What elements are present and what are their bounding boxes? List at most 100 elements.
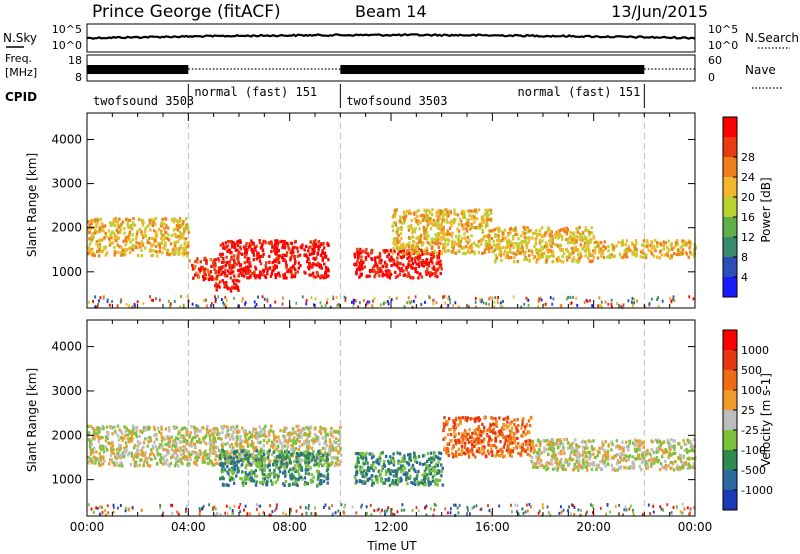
panel-velocity-cell [251, 462, 255, 466]
panel-power-cell [212, 264, 216, 268]
panel-power-cell [315, 244, 318, 248]
panel-power-cell [590, 231, 593, 235]
panel-power-cell [221, 260, 224, 264]
panel-power-cell [407, 245, 411, 249]
panel-power-noise [457, 305, 460, 309]
panel-power-cell [274, 251, 277, 255]
panel-power-cell [670, 256, 673, 260]
panel-velocity-cell [319, 451, 323, 455]
panel-velocity-cell [218, 431, 221, 436]
panel-power-cell [525, 236, 528, 240]
panel-velocity-cell [269, 479, 273, 483]
panel-power-cell [492, 239, 495, 243]
panel-power-cell [240, 267, 243, 271]
panel-velocity-cell [481, 422, 484, 426]
panel-power-cell [580, 235, 584, 239]
panel-power-cell [465, 245, 468, 249]
panel-power-noise [672, 297, 674, 301]
panel-velocity-cell [228, 437, 232, 441]
panel-power-cell [526, 230, 529, 234]
panel-power-cell [297, 261, 300, 265]
panel-velocity-noise [456, 506, 459, 510]
panel-power-cell [464, 252, 467, 256]
panel-power-cell [584, 254, 587, 258]
panel-velocity-cell [323, 441, 326, 445]
panel-power-cell [373, 258, 377, 262]
panel-power-cell [391, 251, 395, 255]
panel-power-cell [409, 236, 412, 240]
panel-velocity-cell [313, 432, 317, 436]
panel-velocity-cell [360, 455, 363, 459]
panel-power-cell [175, 219, 178, 223]
panel-power-cell [539, 232, 542, 236]
panel-velocity-cell [377, 469, 380, 473]
panel-velocity-cell [364, 475, 367, 479]
panel-power-noise [621, 305, 624, 309]
panel-velocity-cell [387, 477, 391, 481]
panel-power-cell [641, 243, 645, 247]
panel-power-cell [388, 257, 391, 261]
panel-power-cell [236, 285, 240, 289]
panel-power-cell [527, 249, 531, 253]
panel-power-noise [598, 296, 601, 300]
panel-velocity-cell [171, 443, 175, 447]
panel-velocity-noise [379, 511, 382, 515]
panel-power-cell [222, 265, 225, 269]
panel-power-cell [411, 262, 415, 266]
panel-velocity-cell [433, 451, 436, 455]
panel-power-cell [294, 239, 298, 243]
panel-velocity-cell [460, 435, 463, 439]
panel-power-noise [446, 305, 449, 309]
panel-power-cell [312, 240, 315, 244]
panel-velocity-cell [160, 435, 163, 439]
panel-power-cell [308, 267, 311, 271]
panel-power-cell [512, 245, 515, 249]
panel-power-cell [292, 264, 295, 268]
panel-velocity-noise [304, 506, 307, 510]
panel-power-cell [246, 276, 249, 280]
panel-velocity-noise [184, 509, 187, 513]
panel-velocity-cell [256, 437, 259, 441]
panel-velocity-cell [134, 432, 138, 436]
panel-power-cell [499, 239, 503, 243]
panel-velocity-cell [293, 459, 296, 464]
panel-power-cell [484, 243, 487, 247]
panel-power-cell [585, 240, 588, 244]
panel-velocity-cell [168, 437, 171, 441]
panel-power-cell [450, 219, 453, 223]
panel-power-cell [481, 237, 484, 241]
panel-velocity-cell [125, 444, 128, 449]
panel-power-cell [123, 231, 126, 235]
panel-velocity-noise [95, 506, 98, 510]
panel-velocity-cell [318, 461, 322, 466]
panel-velocity-cell [381, 465, 384, 469]
panel-velocity-noise [475, 504, 478, 508]
panel-power-cell [440, 227, 443, 231]
panel-power-cell [433, 237, 436, 241]
panel-power-cell [588, 250, 591, 254]
panel-power-cell [508, 249, 512, 254]
panel-power-cell [484, 225, 487, 229]
panel-velocity-noise [467, 508, 469, 512]
panel-power-cell [474, 243, 478, 247]
panel-power-cell [581, 231, 585, 235]
panel-power-cell [437, 245, 440, 249]
panel-power-cell [197, 275, 201, 279]
panel-velocity-noise [567, 509, 569, 513]
panel-power-cell [296, 270, 299, 274]
panel-velocity-cell [417, 455, 421, 459]
panel-velocity-cell [206, 461, 210, 465]
panel-power-noise [447, 297, 449, 301]
panel-power-cell [315, 270, 319, 274]
panel-power-cell [392, 241, 395, 245]
panel-power-cell [444, 208, 447, 212]
panel-velocity-cell [124, 441, 128, 445]
panel-velocity-noise [131, 506, 134, 510]
panel-velocity-cell [327, 448, 331, 452]
panel-velocity-noise [425, 513, 428, 517]
panel-power-cell [545, 260, 548, 264]
panel-power-cell [306, 255, 309, 259]
panel-power-cell [144, 246, 147, 250]
panel-velocity-cell [137, 448, 140, 452]
panel-velocity-cell [224, 435, 227, 440]
